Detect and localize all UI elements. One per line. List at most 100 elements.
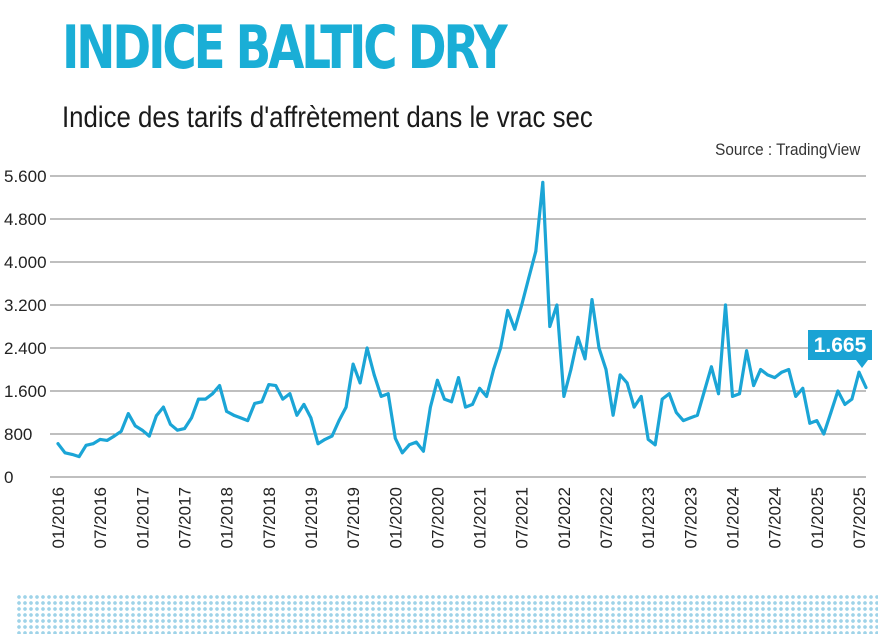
data-point [674, 411, 678, 414]
data-point [316, 442, 320, 446]
data-point [309, 416, 313, 420]
data-point [190, 416, 193, 420]
data-point [527, 276, 531, 280]
data-point [808, 421, 812, 425]
data-point [218, 384, 222, 387]
x-tick-label: 07/2020 [428, 487, 447, 548]
data-point [773, 376, 777, 379]
chart-title: INDICE BALTIC DRY [62, 13, 508, 83]
data-point [197, 397, 200, 401]
data-point [464, 405, 467, 409]
y-tick-label: 4.000 [4, 253, 47, 272]
data-point [653, 443, 657, 447]
data-point [84, 443, 88, 447]
data-point [344, 405, 348, 409]
data-point [246, 419, 250, 422]
data-point [492, 368, 495, 371]
data-point [857, 370, 861, 374]
data-point [386, 392, 390, 396]
data-point [471, 403, 474, 406]
data-point [267, 383, 271, 386]
x-tick-label: 07/2024 [766, 487, 785, 548]
data-point [815, 419, 819, 422]
data-point [253, 402, 257, 405]
data-point [400, 451, 404, 455]
data-point [864, 386, 868, 389]
data-point [414, 440, 418, 444]
data-point [639, 395, 643, 398]
data-point [667, 392, 671, 396]
data-point [211, 392, 215, 396]
data-point [450, 400, 453, 404]
data-point [548, 325, 552, 328]
y-tick-label: 5.600 [4, 167, 47, 186]
data-point [766, 373, 769, 377]
data-point [436, 378, 439, 382]
data-point [98, 438, 102, 441]
data-point [555, 303, 559, 307]
last-value-label: 1.665 [814, 334, 867, 357]
data-point [105, 439, 109, 442]
data-point [611, 413, 615, 417]
data-point [183, 427, 186, 430]
data-point [822, 432, 826, 436]
data-point [632, 405, 636, 409]
data-point [288, 392, 292, 396]
data-point [176, 428, 179, 432]
data-point [534, 249, 538, 253]
data-point [260, 400, 264, 404]
y-tick-label: 3.200 [4, 296, 47, 315]
data-point [379, 395, 383, 398]
data-point [745, 349, 748, 353]
y-tick-label: 800 [4, 425, 32, 444]
data-point [738, 392, 741, 396]
series-line [56, 180, 868, 459]
data-point [731, 395, 734, 398]
data-point [787, 368, 791, 371]
data-point [365, 346, 369, 350]
data-point [696, 413, 699, 417]
y-tick-label: 1.600 [4, 382, 47, 401]
x-tick-label: 07/2025 [850, 487, 869, 548]
data-point [126, 412, 130, 415]
data-point [759, 368, 762, 371]
data-point [56, 442, 60, 446]
data-point [274, 384, 278, 387]
data-point [147, 434, 151, 438]
x-tick-label: 01/2023 [639, 487, 658, 548]
data-point [513, 327, 517, 331]
data-point [829, 411, 833, 414]
x-tick-label: 01/2018 [218, 487, 237, 548]
data-point [850, 397, 854, 401]
data-point [457, 376, 460, 379]
data-point [506, 309, 510, 312]
data-point [337, 419, 341, 422]
data-point [393, 436, 397, 440]
y-tick-label: 2.400 [4, 339, 47, 358]
data-point [597, 346, 601, 350]
data-point [569, 368, 573, 371]
data-point [169, 422, 172, 426]
data-point [133, 424, 137, 428]
data-point [119, 429, 123, 433]
data-point [794, 395, 798, 398]
data-point [63, 451, 67, 455]
data-point [407, 443, 411, 447]
data-point [590, 298, 594, 301]
data-point [520, 303, 524, 307]
last-value-badge [808, 330, 872, 360]
x-tick-label: 07/2021 [513, 487, 532, 548]
line-chart: 0 800 1.600 2.400 3.200 4.000 4.800 5.600 01/201… [4, 167, 872, 548]
data-point [162, 405, 165, 409]
x-tick-label: 01/2020 [386, 487, 405, 548]
data-point [717, 392, 720, 396]
data-point [330, 434, 334, 438]
data-point [703, 389, 706, 393]
data-point [681, 419, 685, 422]
data-point [443, 397, 446, 401]
data-point [295, 413, 299, 417]
data-point [688, 416, 692, 420]
data-point [710, 365, 713, 369]
data-point [576, 335, 580, 339]
data-point [724, 303, 727, 307]
